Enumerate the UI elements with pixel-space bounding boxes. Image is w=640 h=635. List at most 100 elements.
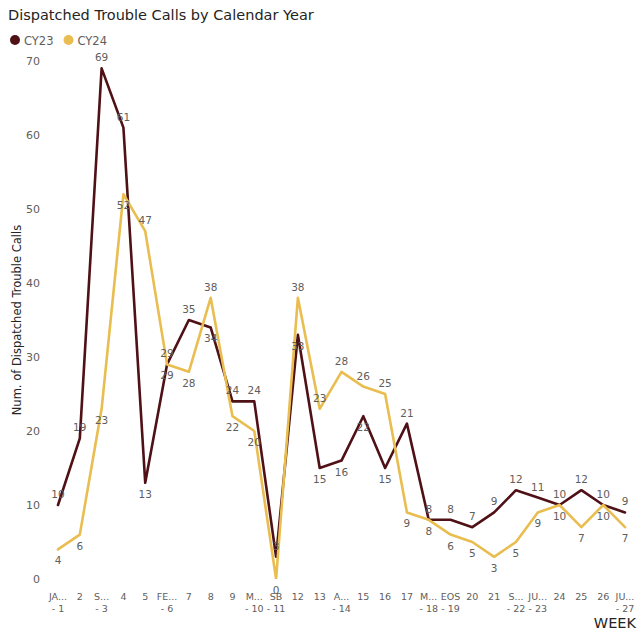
x-tick-label: 8	[208, 591, 214, 602]
data-label: 9	[534, 517, 541, 529]
data-label: 15	[378, 473, 391, 485]
y-tick	[44, 579, 46, 580]
y-tick	[44, 209, 46, 210]
data-label: 8	[425, 503, 432, 515]
data-label: 20	[248, 436, 261, 448]
data-label: 4	[55, 554, 62, 566]
x-tick-label: 21	[488, 591, 500, 602]
data-label: 33	[291, 340, 304, 352]
chart-title: Dispatched Trouble Calls by Calendar Yea…	[8, 7, 314, 23]
y-tick-label: 60	[26, 129, 40, 142]
x-tick-label: 5	[142, 591, 148, 602]
data-label: 52	[117, 199, 130, 211]
x-tick-label: 13	[314, 591, 326, 602]
x-tick-label: JU...- 27	[615, 591, 635, 614]
x-tick-label: 17	[401, 591, 413, 602]
data-label: 7	[622, 532, 629, 544]
data-label: 7	[469, 510, 476, 522]
data-label: 3	[491, 562, 498, 574]
data-label: 8	[425, 525, 432, 537]
x-tick-label: M...- 18	[419, 591, 438, 614]
data-label: 10	[553, 510, 566, 522]
data-label: 47	[139, 214, 152, 226]
data-label: 38	[204, 281, 217, 293]
data-label: 23	[313, 392, 326, 404]
legend-swatch	[10, 35, 20, 45]
data-label: 0	[273, 584, 280, 596]
data-label: 38	[291, 281, 304, 293]
data-label: 10	[553, 488, 566, 500]
x-tick-label: 26	[597, 591, 609, 602]
data-label: 25	[378, 377, 391, 389]
x-tick-label: 7	[186, 591, 192, 602]
data-label: 6	[447, 540, 454, 552]
x-tick-label: M...- 10	[245, 591, 264, 614]
x-tick-label: A...- 14	[332, 591, 351, 614]
data-label: 35	[182, 303, 195, 315]
y-tick	[44, 357, 46, 358]
x-tick-label: 25	[575, 591, 587, 602]
data-label: 19	[73, 421, 86, 433]
data-label: 22	[226, 421, 239, 433]
data-label: 23	[95, 414, 108, 426]
data-label: 29	[160, 347, 173, 359]
data-label: 28	[335, 355, 348, 367]
data-label: 16	[335, 466, 349, 478]
data-label: 24	[226, 384, 240, 396]
x-tick-label: S...- 3	[94, 591, 109, 614]
x-tick-label: EOS- 19	[441, 591, 461, 614]
data-label: 10	[597, 510, 610, 522]
data-label: 12	[575, 473, 588, 485]
y-axis-title: Num. of Dispatched Trouble Calls	[10, 225, 24, 416]
x-tick-label: 15	[357, 591, 369, 602]
x-tick-label: 16	[379, 591, 391, 602]
data-label: 10	[597, 488, 610, 500]
y-tick	[44, 61, 46, 62]
y-tick	[44, 505, 46, 506]
data-label: 28	[182, 377, 195, 389]
y-tick	[44, 431, 46, 432]
data-label: 69	[95, 51, 108, 63]
y-tick-label: 30	[26, 351, 40, 364]
data-label: 8	[447, 503, 454, 515]
x-tick-label: 12	[292, 591, 304, 602]
legend-label: CY23	[24, 34, 54, 48]
data-label: 7	[578, 532, 585, 544]
x-tick-label: 4	[120, 591, 126, 602]
x-tick-label: 9	[229, 591, 235, 602]
y-tick	[44, 135, 46, 136]
plot-area	[58, 68, 625, 579]
chart-svg: Dispatched Trouble Calls by Calendar Yea…	[0, 0, 640, 635]
series-line	[58, 194, 625, 579]
data-label: 21	[400, 407, 413, 419]
y-tick-label: 0	[33, 573, 40, 586]
y-tick-label: 10	[26, 499, 40, 512]
y-tick-label: 40	[26, 277, 40, 290]
y-tick-label: 70	[26, 55, 40, 68]
data-label: 9	[404, 517, 411, 529]
y-tick	[44, 283, 46, 284]
y-tick-label: 50	[26, 203, 40, 216]
data-label: 5	[469, 547, 476, 559]
y-tick-label: 20	[26, 425, 40, 438]
data-label: 29	[160, 369, 173, 381]
x-tick-label: JA...- 1	[48, 591, 67, 614]
x-tick-label: 2	[77, 591, 83, 602]
data-label: 9	[622, 495, 629, 507]
chart-container: Dispatched Trouble Calls by Calendar Yea…	[0, 0, 640, 635]
data-label: 26	[357, 370, 371, 382]
data-label: 13	[139, 488, 152, 500]
x-tick-label: 24	[554, 591, 566, 602]
data-label: 15	[313, 473, 326, 485]
x-tick-label: FE...- 6	[157, 591, 178, 614]
legend-swatch	[64, 35, 74, 45]
x-tick-label: S...- 22	[507, 591, 526, 614]
data-label: 61	[117, 111, 130, 123]
x-axis-title: WEEK	[594, 615, 637, 631]
data-label: 9	[491, 495, 498, 507]
data-label: 10	[51, 488, 64, 500]
data-label: 24	[248, 384, 262, 396]
data-label: 12	[509, 473, 522, 485]
x-tick-label: 20	[466, 591, 478, 602]
legend-label: CY24	[78, 34, 108, 48]
